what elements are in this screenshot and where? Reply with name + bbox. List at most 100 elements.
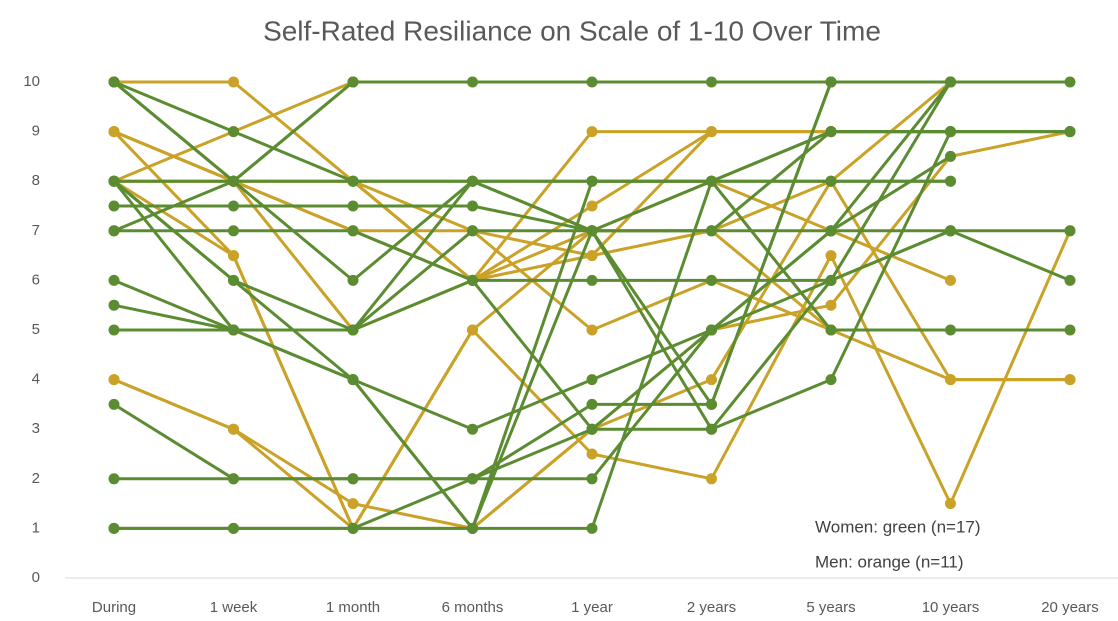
y-tick-label: 9 xyxy=(32,123,40,140)
data-point xyxy=(467,473,478,485)
data-point xyxy=(228,250,239,262)
data-point xyxy=(825,76,837,88)
data-point xyxy=(228,274,239,286)
data-point xyxy=(1064,324,1076,336)
data-point xyxy=(706,225,717,237)
y-tick-label: 7 xyxy=(32,222,40,239)
series xyxy=(108,175,956,435)
y-tick-label: 8 xyxy=(32,172,40,189)
data-point xyxy=(467,225,478,237)
data-point xyxy=(228,175,239,187)
data-point xyxy=(467,423,478,435)
series xyxy=(108,76,956,435)
data-point xyxy=(108,398,120,410)
data-point xyxy=(108,200,120,212)
annotation: Men: orange (n=11) xyxy=(815,552,964,571)
data-point xyxy=(347,274,359,286)
data-point xyxy=(467,200,478,212)
data-point xyxy=(825,299,837,311)
data-point xyxy=(586,250,598,262)
data-point xyxy=(586,324,598,336)
data-point xyxy=(945,225,956,237)
data-point xyxy=(108,274,120,286)
data-point xyxy=(1064,374,1076,386)
data-point xyxy=(108,76,120,88)
data-point xyxy=(467,522,478,534)
data-point xyxy=(945,126,956,138)
data-point xyxy=(228,126,239,138)
data-point xyxy=(228,423,239,435)
series xyxy=(108,126,956,262)
data-point xyxy=(347,76,359,88)
data-point xyxy=(228,76,239,88)
x-tick-label: 20 years xyxy=(1041,599,1099,616)
data-point xyxy=(467,175,478,187)
series-line xyxy=(113,180,952,431)
data-point xyxy=(586,448,598,460)
data-point xyxy=(108,299,120,311)
data-point xyxy=(228,473,239,485)
data-point xyxy=(347,225,359,237)
data-point xyxy=(825,175,837,187)
data-point xyxy=(825,374,837,386)
data-point xyxy=(108,175,120,187)
data-point xyxy=(347,175,359,187)
y-tick-label: 5 xyxy=(32,321,40,338)
data-point xyxy=(586,423,598,435)
data-point xyxy=(706,473,717,485)
data-point xyxy=(825,324,837,336)
data-point xyxy=(108,225,120,237)
data-point xyxy=(586,175,598,187)
data-point xyxy=(586,522,598,534)
data-point xyxy=(706,374,717,386)
data-point xyxy=(706,76,717,88)
x-tick-label: 6 months xyxy=(442,599,504,616)
data-point xyxy=(467,274,478,286)
x-tick-label: 2 years xyxy=(687,599,736,616)
y-tick-label: 3 xyxy=(32,420,40,437)
data-point xyxy=(1064,274,1076,286)
data-point xyxy=(586,473,598,485)
data-point xyxy=(586,200,598,212)
data-point xyxy=(706,175,717,187)
y-tick-label: 6 xyxy=(32,271,40,288)
data-point xyxy=(706,423,717,435)
x-tick-label: During xyxy=(92,599,136,616)
data-point xyxy=(825,225,837,237)
data-point xyxy=(467,324,478,336)
y-tick-label: 0 xyxy=(32,569,40,586)
data-point xyxy=(347,473,359,485)
data-point xyxy=(228,200,239,212)
chart-title: Self-Rated Resiliance on Scale of 1-10 O… xyxy=(263,15,881,46)
series-line xyxy=(113,80,952,431)
data-point xyxy=(1064,76,1076,88)
y-tick-label: 4 xyxy=(32,371,40,388)
data-point xyxy=(706,274,717,286)
data-point xyxy=(347,200,359,212)
data-point xyxy=(586,76,598,88)
x-tick-label: 10 years xyxy=(922,599,980,616)
y-tick-label: 10 xyxy=(23,73,40,90)
data-point xyxy=(825,250,837,262)
data-point xyxy=(228,324,239,336)
data-point xyxy=(586,274,598,286)
data-point xyxy=(706,126,717,138)
data-point xyxy=(108,126,120,138)
data-point xyxy=(108,324,120,336)
data-point xyxy=(825,274,837,286)
data-point xyxy=(1064,126,1076,138)
data-point xyxy=(347,498,359,510)
data-point xyxy=(945,498,956,510)
data-point xyxy=(228,225,239,237)
data-point xyxy=(347,324,359,336)
x-tick-label: 1 year xyxy=(571,599,613,616)
data-point xyxy=(108,473,120,485)
data-point xyxy=(347,522,359,534)
y-tick-label: 1 xyxy=(32,519,40,536)
data-point xyxy=(945,374,956,386)
data-point xyxy=(586,225,598,237)
x-tick-label: 1 week xyxy=(210,599,258,616)
data-point xyxy=(825,126,837,138)
